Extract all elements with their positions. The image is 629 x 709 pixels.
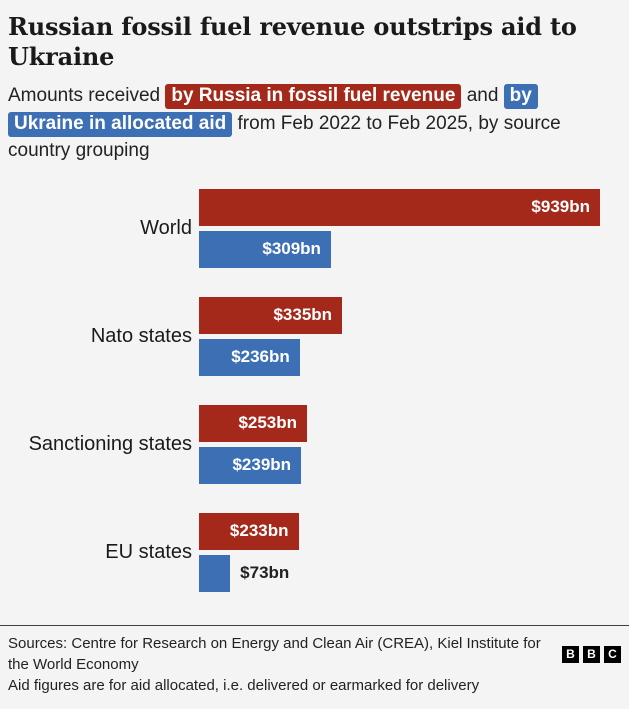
bar-value-label: $233bn	[229, 521, 289, 540]
bar-russia-sanctioning: $253bn	[199, 404, 308, 442]
bar-value-label: $239bn	[232, 455, 292, 474]
footnote-text: Aid figures are for aid allocated, i.e. …	[8, 676, 480, 694]
subtitle-suffix: from Feb 2022 to Feb 2025, by source cou…	[8, 112, 561, 162]
bbc-logo-letter: B	[583, 645, 600, 663]
chart-subtitle: Amounts received by Russia in fossil fue…	[8, 82, 586, 165]
bar-value-label: $335bn	[273, 305, 333, 324]
bar-ukraine-world: $309bn	[199, 230, 331, 268]
bar-russia-nato: $335bn	[199, 296, 343, 334]
chart-footer: Sources: Centre for Research on Energy a…	[0, 626, 629, 696]
category-label: World	[140, 216, 192, 239]
bar-value-label: $939bn	[531, 197, 590, 216]
chart-header: Russian fossil fuel revenue outstrips ai…	[0, 0, 629, 165]
bar-value-label: $236bn	[231, 347, 290, 366]
subtitle-and: and	[466, 85, 499, 106]
bar-value-label: $309bn	[262, 239, 321, 258]
bar-ukraine-eu: $73bn	[199, 554, 289, 592]
bar-ukraine-nato: $236bn	[199, 338, 300, 376]
legend-russia-chip: by Russia in fossil fuel revenue	[165, 84, 462, 109]
chart-group-eu: EU states $233bn $73bn	[0, 512, 629, 592]
page-title: Russian fossil fuel revenue outstrips ai…	[8, 12, 577, 71]
chart-group-sanctioning: Sanctioning states $253bn $239bn	[0, 404, 629, 484]
bar-russia-eu: $233bn	[199, 512, 299, 550]
bbc-logo-letter: C	[604, 645, 621, 663]
footer-divider	[0, 624, 629, 626]
category-label: EU states	[105, 540, 192, 563]
bar-value-label: $73bn	[240, 563, 290, 582]
bar-value-label: $253bn	[238, 413, 298, 432]
bbc-logo: B B C	[562, 645, 621, 696]
sources-text: Sources: Centre for Research on Energy a…	[8, 634, 541, 673]
subtitle-prefix: Amounts received	[8, 85, 161, 106]
chart-group-nato: Nato states $335bn $236bn	[0, 296, 629, 376]
bar-chart: World $939bn $309bn Nato states $335bn $…	[0, 188, 629, 592]
category-label: Sanctioning states	[28, 432, 192, 455]
bar-ukraine-sanctioning: $239bn	[199, 446, 302, 484]
chart-group-world: World $939bn $309bn	[0, 188, 629, 268]
category-label: Nato states	[90, 324, 192, 347]
bar-russia-world: $939bn	[199, 188, 600, 226]
bbc-logo-letter: B	[562, 645, 579, 663]
